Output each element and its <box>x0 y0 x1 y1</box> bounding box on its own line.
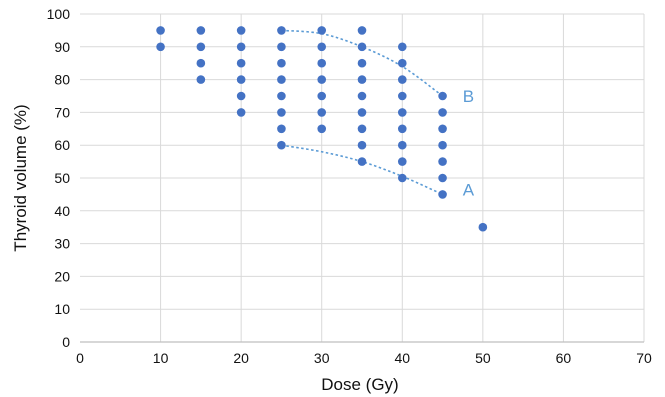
data-point <box>317 75 327 84</box>
data-point <box>357 58 367 68</box>
x-tick-label: 10 <box>153 350 169 366</box>
data-point <box>357 42 367 52</box>
data-point <box>156 42 165 52</box>
data-point <box>236 91 246 101</box>
y-tick-label: 40 <box>54 203 70 219</box>
y-tick-label: 100 <box>47 6 71 22</box>
data-point <box>438 157 447 166</box>
y-tick-label: 50 <box>54 170 70 186</box>
y-tick-label: 90 <box>54 39 70 55</box>
data-point <box>317 26 327 35</box>
data-point <box>317 58 327 68</box>
data-point <box>397 173 407 183</box>
data-point <box>397 108 407 117</box>
data-point <box>277 124 286 134</box>
x-tick-label: 20 <box>233 350 249 366</box>
data-point <box>397 91 407 101</box>
data-point <box>317 108 327 117</box>
data-point <box>478 222 488 232</box>
data-point <box>236 75 246 84</box>
data-point <box>156 26 165 35</box>
data-point <box>196 42 206 52</box>
curve-label-b: B <box>463 87 474 106</box>
data-point <box>397 140 407 150</box>
x-tick-label: 70 <box>636 350 652 366</box>
data-point <box>277 58 286 68</box>
data-point <box>357 91 367 101</box>
data-point <box>357 75 367 84</box>
curve-label-a: A <box>463 180 475 199</box>
x-tick-label: 60 <box>556 350 572 366</box>
data-point <box>357 157 367 166</box>
y-tick-label: 30 <box>54 236 70 252</box>
data-point <box>317 91 327 101</box>
data-point <box>397 124 407 134</box>
y-tick-label: 20 <box>54 268 70 284</box>
y-axis-label: Thyroid volume (%) <box>11 104 30 251</box>
data-point <box>236 108 246 117</box>
data-point <box>438 140 447 150</box>
data-point <box>196 58 206 68</box>
data-point <box>277 140 286 150</box>
data-point <box>196 26 206 35</box>
y-tick-label: 80 <box>54 72 70 88</box>
data-point <box>357 140 367 150</box>
data-point <box>438 190 447 199</box>
data-point <box>277 42 286 52</box>
data-point <box>438 108 447 117</box>
data-points <box>156 26 488 232</box>
data-point <box>357 124 367 134</box>
data-point <box>236 58 246 68</box>
data-point <box>277 26 286 35</box>
data-point <box>277 75 286 84</box>
x-tick-label: 30 <box>314 350 330 366</box>
x-axis-label: Dose (Gy) <box>321 375 398 394</box>
x-tick-label: 50 <box>475 350 491 366</box>
y-tick-label: 60 <box>54 137 70 153</box>
data-point <box>438 124 447 134</box>
y-tick-label: 70 <box>54 104 70 120</box>
x-tick-label: 40 <box>394 350 410 366</box>
data-point <box>277 108 286 117</box>
data-point <box>277 91 286 101</box>
curve-a <box>281 144 443 196</box>
data-point <box>397 42 407 52</box>
data-point <box>397 75 407 84</box>
data-point <box>317 124 327 134</box>
tick-labels: 0 10 20 30 40 50 60 70 0 10 20 30 40 50 60 70 80 90 100 <box>47 6 652 366</box>
data-point <box>357 26 367 35</box>
data-point <box>357 108 367 117</box>
data-point <box>196 75 206 84</box>
curve-b <box>281 29 444 97</box>
y-tick-label: 0 <box>62 334 70 350</box>
x-tick-label: 0 <box>76 350 84 366</box>
data-point <box>397 157 407 166</box>
y-tick-label: 10 <box>54 301 70 317</box>
data-point <box>438 173 447 183</box>
data-point <box>317 42 327 52</box>
data-point <box>236 26 246 35</box>
data-point <box>397 58 407 68</box>
data-point <box>236 42 246 52</box>
data-point <box>438 91 447 101</box>
